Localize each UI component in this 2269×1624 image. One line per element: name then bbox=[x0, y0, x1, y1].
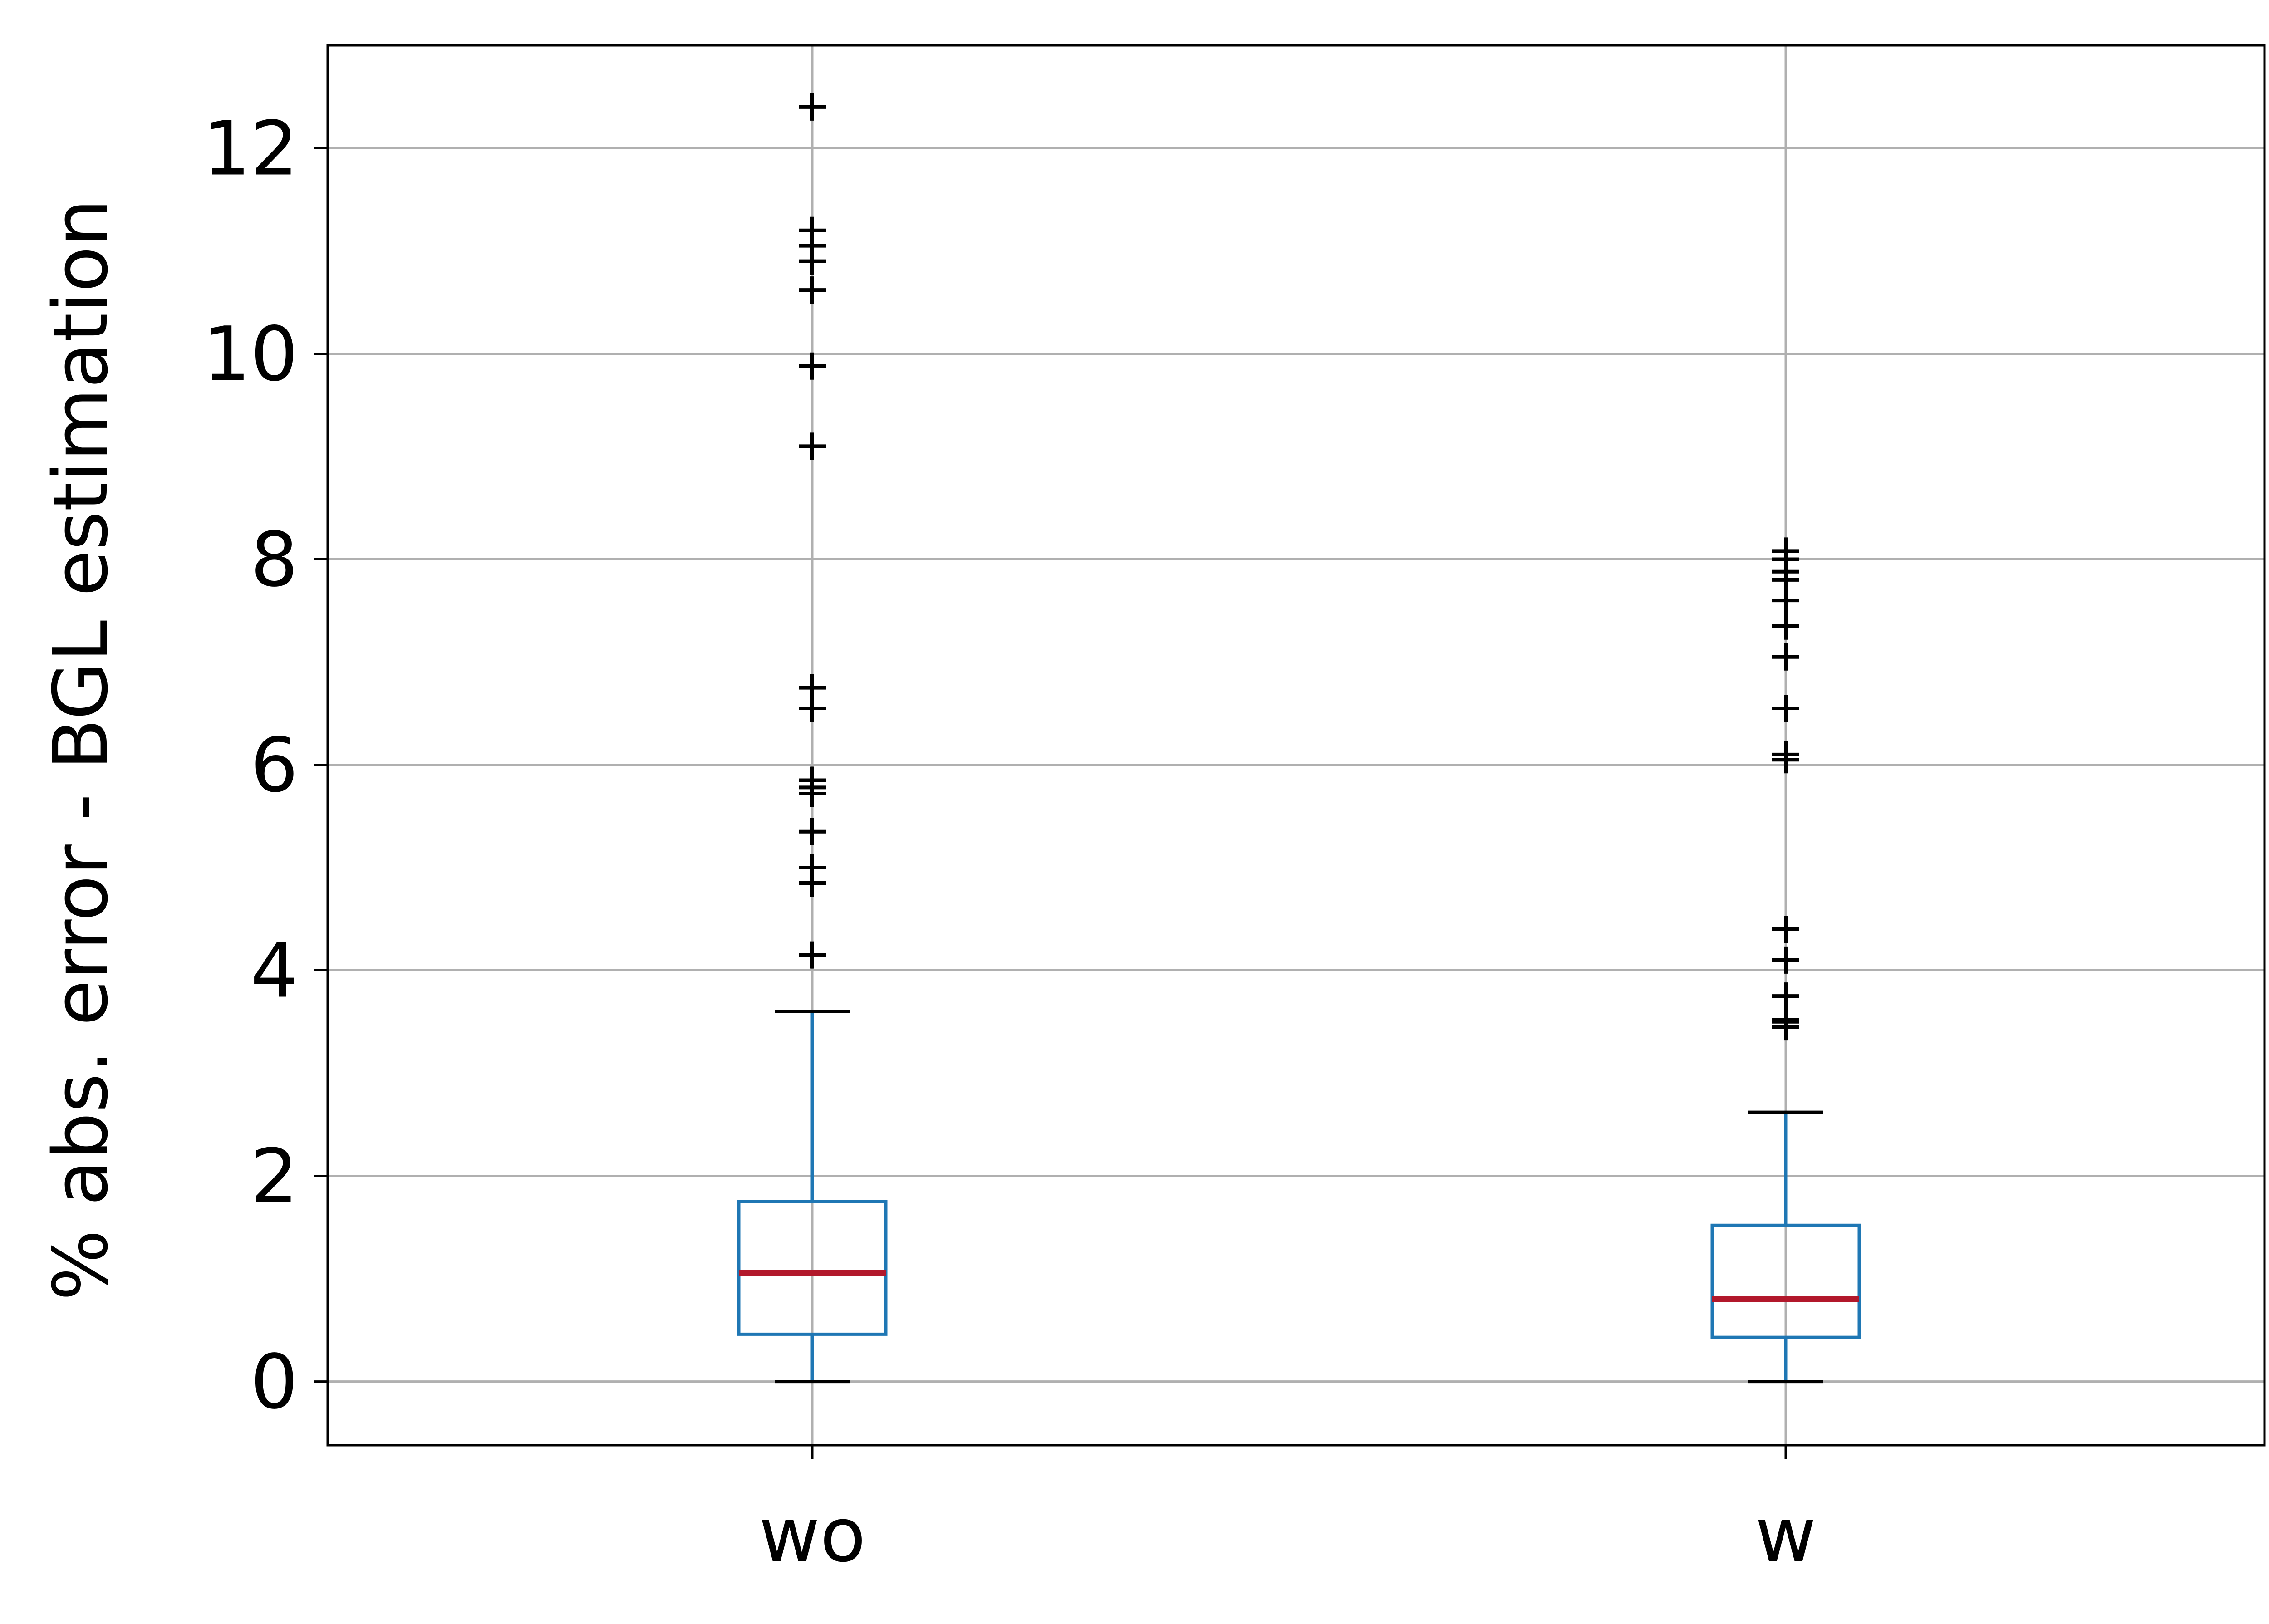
outlier-marker bbox=[1772, 1006, 1799, 1034]
outlier-marker bbox=[1772, 643, 1799, 671]
y-tick-label: 2 bbox=[250, 1133, 298, 1220]
y-tick-label: 12 bbox=[203, 105, 298, 192]
y-axis: 0 2 4 6 8 10 12 bbox=[203, 105, 328, 1426]
outlier-marker bbox=[799, 766, 826, 794]
y-tick-label: 4 bbox=[250, 927, 298, 1015]
y-tick-label: 6 bbox=[250, 722, 298, 809]
outlier-marker bbox=[799, 216, 826, 244]
y-tick-label: 10 bbox=[203, 311, 298, 398]
outlier-marker bbox=[799, 93, 826, 121]
box-wo bbox=[737, 93, 888, 1384]
outlier-marker bbox=[1772, 537, 1799, 565]
x-axis: wo w bbox=[759, 1445, 1816, 1579]
iqr-box bbox=[737, 1200, 888, 1336]
outlier-marker bbox=[799, 352, 826, 380]
outlier-marker bbox=[1772, 694, 1799, 722]
y-tick-label: 8 bbox=[250, 516, 298, 603]
plot-frame bbox=[326, 44, 2266, 1447]
outlier-marker bbox=[1772, 741, 1799, 768]
outlier-marker bbox=[799, 941, 826, 969]
box-series bbox=[737, 93, 1861, 1384]
outlier-marker bbox=[1772, 946, 1799, 974]
x-tick-label: wo bbox=[759, 1492, 866, 1579]
outlier-marker bbox=[799, 432, 826, 460]
outlier-marker bbox=[799, 818, 826, 845]
outlier-marker bbox=[1772, 982, 1799, 1010]
outlier-marker bbox=[799, 276, 826, 304]
x-tick-label: w bbox=[1755, 1492, 1817, 1579]
iqr-box bbox=[1710, 1223, 1861, 1339]
grid-lines bbox=[328, 45, 2264, 1445]
y-tick-label: 0 bbox=[250, 1339, 298, 1426]
outlier-marker bbox=[1772, 612, 1799, 640]
outlier-marker bbox=[799, 854, 826, 882]
outlier-marker bbox=[799, 674, 826, 702]
outlier-marker bbox=[1772, 915, 1799, 943]
y-axis-label: % abs. error - BGL estimation bbox=[37, 199, 124, 1300]
box-w bbox=[1710, 537, 1861, 1384]
